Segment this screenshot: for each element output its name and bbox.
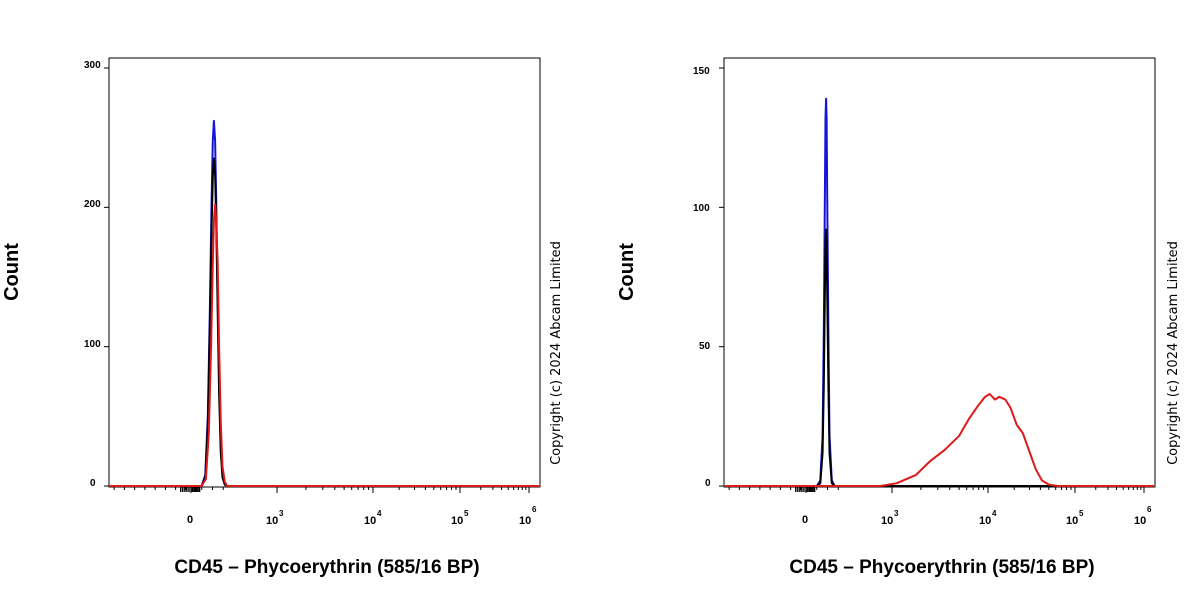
left-plot-frame: [108, 57, 541, 488]
left-histogram-series-2: [110, 203, 539, 487]
right-copyright: Copyright (c) 2024 Abcam Limited: [1166, 241, 1181, 465]
left-xtick-1e4: 10: [364, 515, 376, 527]
left-xtick-1e4-exp: 4: [377, 509, 382, 518]
left-xtick-1e6: 10: [519, 515, 531, 527]
left-copyright: Copyright (c) 2024 Abcam Limited: [549, 241, 564, 465]
right-plot-frame: [723, 57, 1156, 488]
left-xtick-1e6-exp: 6: [532, 505, 537, 514]
right-x-axis-label: CD45 – Phycoerythrin (585/16 BP): [789, 557, 1094, 578]
left-ytick-0: 0: [90, 478, 96, 489]
left-ytick-300: 300: [84, 60, 101, 71]
right-xtick-1e4-exp: 4: [992, 509, 997, 518]
right-minor-ticks: [719, 67, 1145, 493]
left-xtick-1e3-exp: 3: [279, 509, 284, 518]
left-xtick-0: 0: [187, 514, 193, 526]
right-xtick-1e5: 10: [1066, 515, 1078, 527]
left-x-axis-label: CD45 – Phycoerythrin (585/16 BP): [174, 557, 479, 578]
left-xtick-1e5-exp: 5: [464, 509, 469, 518]
right-histogram-series-1: [725, 228, 1154, 487]
right-xtick-1e5-exp: 5: [1079, 509, 1084, 518]
right-xtick-1e6: 10: [1134, 515, 1146, 527]
right-y-axis-label: Count: [616, 243, 638, 301]
right-xtick-1e4: 10: [979, 515, 991, 527]
right-ytick-0: 0: [705, 478, 711, 489]
right-curves: [725, 97, 1154, 487]
left-curves: [110, 119, 539, 487]
right-xtick-0: 0: [802, 514, 808, 526]
left-xtick-1e3: 10: [266, 515, 278, 527]
left-histogram-panel: 0 100 200 300 0 10 3 10 4 10 5 10 6 Coun…: [1, 57, 564, 578]
left-histogram-series-1: [110, 157, 539, 487]
right-ytick-50: 50: [699, 341, 711, 352]
right-ytick-150: 150: [693, 66, 710, 77]
left-ytick-100: 100: [84, 339, 101, 350]
left-y-axis-label: Count: [1, 243, 23, 301]
left-xtick-1e5: 10: [451, 515, 463, 527]
right-xtick-1e3: 10: [881, 515, 893, 527]
right-xtick-1e3-exp: 3: [894, 509, 899, 518]
right-ytick-100: 100: [693, 203, 710, 214]
right-xtick-1e6-exp: 6: [1147, 505, 1152, 514]
left-ytick-200: 200: [84, 199, 101, 210]
right-histogram-panel: 0 50 100 150 0 10 3 10 4 10 5 10 6 Count…: [616, 57, 1181, 578]
right-histogram-series-2: [725, 393, 1154, 487]
left-minor-ticks: [104, 67, 530, 493]
